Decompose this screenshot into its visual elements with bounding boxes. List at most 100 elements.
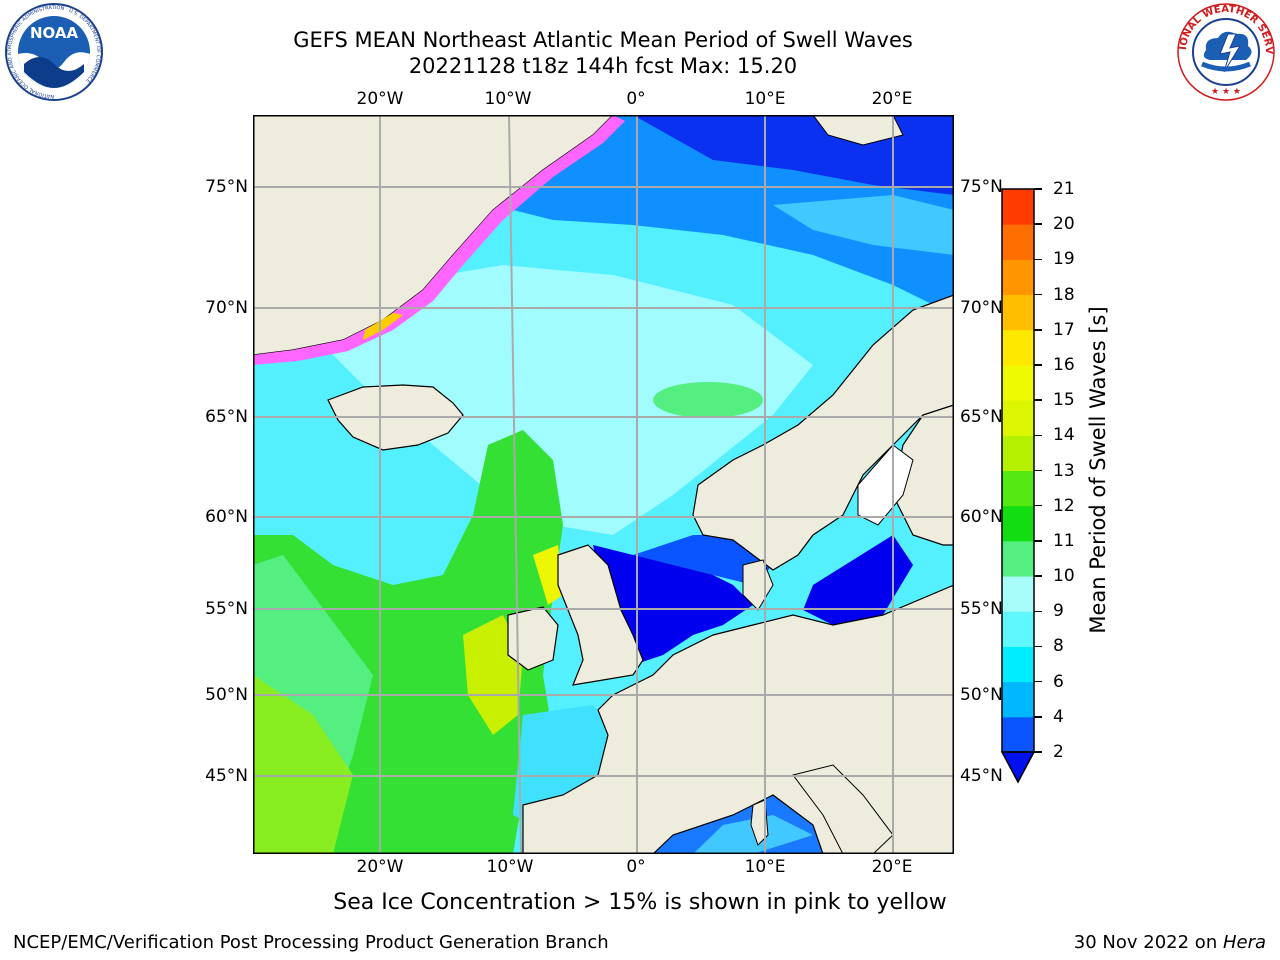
colorbar-title: Mean Period of Swell Waves [s] (1086, 306, 1110, 634)
lat-tick-right: 75°N (960, 177, 1003, 197)
colorbar-band (1002, 294, 1034, 331)
colorbar-band (1002, 364, 1034, 401)
lon-tick-bottom: 20°E (871, 857, 913, 877)
colorbar-band (1002, 259, 1034, 296)
colorbar-tick-label: 13 (1053, 460, 1075, 481)
gulf-of-bothnia (857, 444, 914, 526)
lat-tick-left: 55°N (205, 599, 248, 619)
colorbar-tick-label: 16 (1053, 354, 1075, 375)
colorbar-band (1002, 224, 1034, 260)
colorbar-band (1002, 576, 1034, 612)
colorbar-band (1002, 189, 1034, 225)
colorbar-tick-mark (1034, 610, 1042, 612)
norwegian-green-patch (653, 382, 763, 418)
lat-tick-right: 65°N (960, 407, 1003, 427)
noaa-logo-text: NOAA (30, 24, 79, 42)
colorbar-band (1002, 470, 1034, 507)
graticule (253, 115, 954, 854)
hebrides-yellow (533, 545, 563, 605)
credit-text: NCEP/EMC/Verification Post Processing Pr… (13, 932, 609, 953)
ireland (507, 606, 559, 671)
noaa-logo: NOAA NATIONAL OCEANIC AND ATMOSPHERIC AD… (5, 3, 103, 101)
colorbar-band (1002, 646, 1034, 683)
colorbar-tick-mark (1034, 751, 1042, 753)
colorbar-band (1002, 505, 1034, 542)
lat-tick-right: 45°N (960, 766, 1003, 786)
lon-tick-bottom: 0° (626, 857, 646, 877)
lat-tick-left: 70°N (205, 298, 248, 318)
svalbard (812, 115, 904, 146)
lon-tick-top: 10°W (484, 89, 532, 109)
swell-period-map (253, 115, 954, 854)
colorbar-tick-mark (1034, 434, 1042, 437)
colorbar-tick-mark (1034, 716, 1042, 718)
skagerrak-blue (633, 535, 773, 585)
lat-tick-right: 60°N (960, 507, 1003, 527)
lat-tick-right: 50°N (960, 685, 1003, 705)
colorbar-extend-triangle (1000, 751, 1036, 784)
colorbar-tick-label: 6 (1053, 671, 1064, 692)
colorbar-tick-label: 2 (1053, 742, 1064, 762)
lat-tick-left: 60°N (205, 507, 248, 527)
colorbar-tick-mark (1034, 293, 1042, 296)
colorbar-tick-mark (1034, 329, 1042, 331)
lat-tick-left: 75°N (205, 177, 248, 197)
colorbar-tick-label: 12 (1053, 495, 1075, 516)
run-date: 30 Nov 2022 on Hera (1074, 932, 1266, 953)
lat-tick-right: 70°N (960, 298, 1003, 318)
colorbar-tick-label: 21 (1053, 179, 1075, 199)
colorbar-tick-label: 8 (1053, 636, 1064, 657)
lat-tick-left: 50°N (205, 685, 248, 705)
great-britain (557, 544, 644, 686)
mediterranean-cyan (693, 815, 813, 854)
colorbar-tick-label: 14 (1053, 425, 1075, 446)
colorbar-tick-mark (1034, 504, 1042, 507)
corsica-sardinia (750, 799, 769, 846)
colorbar-tick-label: 9 (1053, 601, 1064, 622)
colorbar-tick-label: 20 (1053, 214, 1075, 235)
colorbar-tick-mark (1034, 540, 1042, 542)
lat-tick-left: 45°N (205, 766, 248, 786)
colorbar-band (1002, 329, 1034, 366)
colorbar-band (1002, 681, 1034, 718)
lat-tick-left: 65°N (205, 407, 248, 427)
central-pale-cyan (323, 265, 813, 535)
atlantic-yellow-green-sw (253, 675, 353, 854)
colorbar-tick-mark (1034, 469, 1042, 472)
colorbar-tick-mark (1034, 645, 1042, 648)
ice-edge-yellow (363, 313, 403, 340)
colorbar-band (1002, 540, 1034, 577)
lon-tick-top: 20°W (356, 89, 404, 109)
colorbar-tick-mark (1034, 223, 1042, 225)
colorbar (1000, 188, 1036, 784)
lon-tick-top: 10°E (744, 89, 786, 109)
chart-subtitle: 20221128 t18z 144h fcst Max: 15.20 (408, 54, 798, 78)
colorbar-band (1002, 611, 1034, 647)
colorbar-tick-mark (1034, 680, 1042, 683)
colorbar-tick-mark (1034, 575, 1042, 577)
colorbar-tick-mark (1034, 364, 1042, 366)
colorbar-tick-label: 4 (1053, 706, 1064, 727)
lon-tick-bottom: 10°W (486, 857, 534, 877)
colorbar-tick-label: 11 (1053, 530, 1075, 551)
colorbar-band (1002, 400, 1034, 436)
lat-tick-right: 55°N (960, 599, 1003, 619)
run-date-prefix: 30 Nov 2022 on (1073, 932, 1223, 953)
colorbar-band (1002, 435, 1034, 471)
colorbar-tick-label: 15 (1053, 390, 1075, 411)
nws-logo: NATIONAL WEATHER SERVICE ★ ★ ★ (1176, 2, 1275, 101)
colorbar-tick-mark (1034, 188, 1042, 190)
lon-tick-bottom: 10°E (744, 857, 786, 877)
lon-tick-bottom: 20°W (356, 857, 404, 877)
sea-ice-note: Sea Ice Concentration > 15% is shown in … (333, 890, 947, 915)
barents-cyan (773, 195, 954, 255)
baltic-blue (803, 535, 913, 625)
colorbar-band (1002, 716, 1034, 753)
chart-title: GEFS MEAN Northeast Atlantic Mean Period… (293, 28, 913, 52)
lon-tick-top: 0° (626, 89, 646, 109)
italy (792, 764, 894, 854)
colorbar-tick-label: 19 (1053, 249, 1075, 270)
map-frame (253, 115, 954, 854)
svg-text:★ ★ ★: ★ ★ ★ (1211, 87, 1241, 97)
colorbar-tick-label: 10 (1053, 566, 1075, 587)
